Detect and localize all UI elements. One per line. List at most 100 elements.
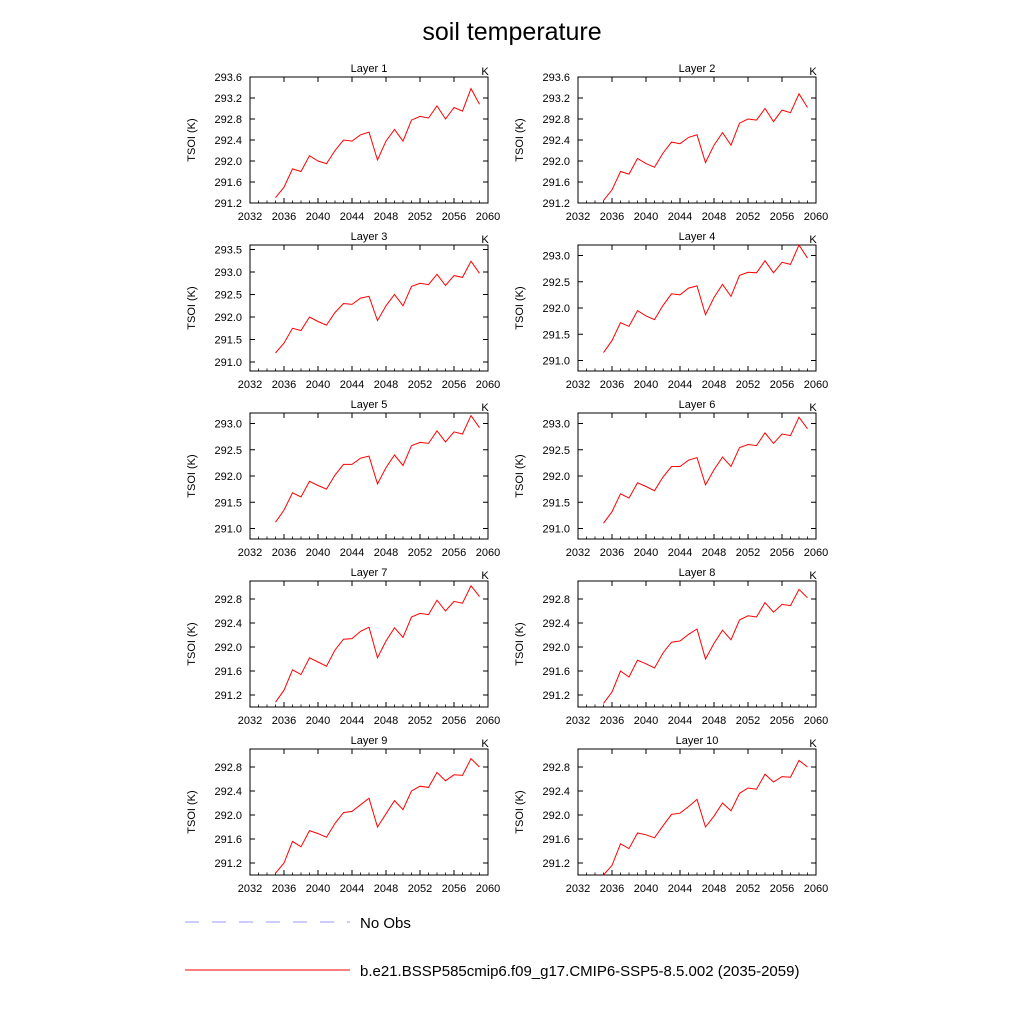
x-tick-label: 2048 (374, 211, 398, 223)
panel-units: K (809, 234, 817, 246)
y-axis-label: TSOI (K) (514, 286, 526, 329)
y-tick-label: 291.2 (542, 690, 570, 702)
y-tick-label: 292.8 (542, 114, 570, 126)
panels: Layer 1 K TSOI (K) 2032 2036 2040 2044 2048 2052… (186, 63, 828, 895)
y-tick-label: 293.2 (214, 93, 242, 105)
plot-frame (249, 244, 489, 372)
x-tick-label: 2044 (340, 379, 364, 391)
x-tick-label: 2044 (668, 715, 692, 727)
y-tick-label: 291.6 (214, 177, 242, 189)
panel-title: Layer 3 (351, 231, 388, 243)
y-tick-label: 291.6 (214, 834, 242, 846)
x-tick-label: 2060 (476, 379, 500, 391)
panel-title: Layer 9 (351, 735, 388, 747)
x-tick-label: 2060 (476, 211, 500, 223)
x-tick-label: 2044 (340, 547, 364, 559)
x-tick-label: 2032 (566, 715, 590, 727)
x-tick-label: 2032 (238, 211, 262, 223)
y-tick-label: 291.2 (542, 198, 570, 210)
plot-frame (249, 580, 489, 708)
series-line (275, 260, 480, 354)
x-tick-label: 2052 (736, 211, 760, 223)
x-tick-label: 2032 (566, 547, 590, 559)
y-tick-label: 292.0 (214, 471, 242, 483)
x-tick-label: 2032 (238, 715, 262, 727)
y-tick-label: 291.5 (214, 497, 242, 509)
chart-panel-2: Layer 2 K TSOI (K) 2032 2036 2040 2044 2048 2052… (514, 63, 828, 223)
x-tick-label: 2048 (702, 715, 726, 727)
series-line (275, 584, 480, 703)
x-tick-label: 2036 (600, 883, 624, 895)
y-tick-label: 293.0 (542, 419, 570, 431)
panel-title: Layer 10 (676, 735, 719, 747)
y-tick-label: 292.0 (542, 156, 570, 168)
y-tick-label: 292.4 (542, 618, 570, 630)
x-tick-label: 2056 (770, 715, 794, 727)
x-tick-label: 2036 (272, 211, 296, 223)
y-tick-label: 293.6 (214, 72, 242, 84)
x-tick-label: 2040 (634, 715, 658, 727)
x-tick-label: 2044 (668, 883, 692, 895)
x-tick-label: 2032 (566, 379, 590, 391)
x-tick-label: 2040 (306, 211, 330, 223)
x-tick-label: 2032 (566, 883, 590, 895)
y-tick-label: 291.2 (542, 858, 570, 870)
x-tick-label: 2056 (442, 547, 466, 559)
y-tick-label: 292.0 (214, 810, 242, 822)
panel-title: Layer 2 (679, 63, 716, 75)
y-tick-label: 292.5 (214, 290, 242, 302)
plot-frame (249, 412, 489, 540)
y-tick-label: 292.8 (542, 594, 570, 606)
y-tick-label: 291.0 (542, 356, 570, 368)
x-tick-label: 2032 (238, 379, 262, 391)
y-tick-label: 291.0 (214, 357, 242, 369)
x-tick-label: 2056 (442, 211, 466, 223)
panel-units: K (809, 570, 817, 582)
x-tick-label: 2048 (702, 379, 726, 391)
x-tick-label: 2048 (374, 547, 398, 559)
x-tick-label: 2036 (600, 715, 624, 727)
y-tick-label: 292.8 (214, 114, 242, 126)
plot-frame (249, 748, 489, 876)
panel-title: Layer 5 (351, 399, 388, 411)
chart-panel-9: Layer 9 K TSOI (K) 2032 2036 2040 2044 2048 2052… (186, 735, 500, 895)
x-tick-label: 2044 (340, 883, 364, 895)
x-tick-label: 2048 (702, 883, 726, 895)
x-tick-label: 2044 (668, 379, 692, 391)
x-tick-label: 2048 (702, 211, 726, 223)
x-tick-label: 2032 (238, 547, 262, 559)
chart-panel-5: Layer 5 K TSOI (K) 2032 2036 2040 2044 2048 2052… (186, 399, 500, 559)
x-tick-label: 2060 (476, 715, 500, 727)
x-tick-label: 2048 (702, 547, 726, 559)
y-tick-label: 292.4 (214, 786, 242, 798)
y-tick-label: 292.5 (542, 445, 570, 457)
y-axis-label: TSOI (K) (514, 622, 526, 665)
panel-units: K (481, 402, 489, 414)
y-tick-label: 292.0 (214, 642, 242, 654)
y-axis-label: TSOI (K) (186, 286, 198, 329)
x-tick-label: 2040 (306, 547, 330, 559)
x-tick-label: 2060 (804, 547, 828, 559)
x-tick-label: 2040 (634, 883, 658, 895)
y-tick-label: 292.4 (542, 135, 570, 147)
panel-title: Layer 1 (351, 63, 388, 75)
x-tick-label: 2060 (804, 715, 828, 727)
y-tick-label: 292.0 (542, 303, 570, 315)
y-tick-label: 291.2 (214, 858, 242, 870)
y-axis-label: TSOI (K) (186, 118, 198, 161)
panel-units: K (809, 738, 817, 750)
y-tick-label: 292.0 (214, 156, 242, 168)
x-tick-label: 2056 (442, 883, 466, 895)
x-tick-label: 2044 (668, 547, 692, 559)
x-tick-label: 2040 (634, 379, 658, 391)
panel-units: K (809, 402, 817, 414)
y-tick-label: 293.2 (542, 93, 570, 105)
chart-panel-10: Layer 10 K TSOI (K) 2032 2036 2040 2044 2048 205… (514, 735, 828, 895)
x-tick-label: 2052 (408, 211, 432, 223)
x-tick-label: 2036 (600, 379, 624, 391)
y-tick-label: 292.4 (214, 618, 242, 630)
chart-panel-3: Layer 3 K TSOI (K) 2032 2036 2040 2044 2048 2052… (186, 231, 500, 391)
y-tick-label: 292.0 (542, 810, 570, 822)
series-line (603, 243, 808, 353)
x-tick-label: 2036 (600, 547, 624, 559)
